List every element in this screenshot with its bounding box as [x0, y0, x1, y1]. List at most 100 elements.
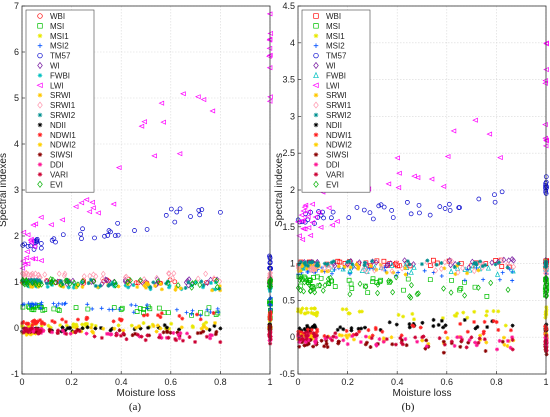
data-point — [112, 233, 118, 238]
data-point — [296, 262, 301, 267]
data-point — [52, 320, 57, 325]
data-point — [85, 325, 90, 330]
data-point — [393, 342, 398, 347]
data-point — [266, 283, 272, 290]
data-point — [321, 215, 326, 221]
data-point — [496, 327, 501, 332]
data-point — [180, 338, 185, 343]
data-point — [441, 285, 446, 292]
data-point — [466, 340, 471, 345]
data-point — [92, 334, 97, 339]
data-point — [65, 277, 70, 282]
data-point — [325, 269, 330, 274]
data-point — [158, 100, 165, 106]
data-point — [142, 283, 147, 288]
data-point — [68, 331, 73, 336]
data-point — [90, 205, 96, 211]
data-point — [20, 277, 25, 284]
legend-marker — [37, 92, 43, 98]
data-point — [42, 321, 47, 326]
data-point — [42, 307, 48, 312]
data-point — [189, 312, 194, 318]
data-point — [30, 281, 35, 286]
data-point — [174, 209, 180, 215]
data-point — [99, 325, 104, 330]
legend-marker — [37, 152, 43, 157]
data-point — [338, 325, 343, 330]
data-point — [312, 323, 317, 328]
data-point — [77, 329, 82, 334]
data-point — [115, 165, 122, 171]
data-point — [209, 108, 216, 114]
data-point — [153, 283, 158, 288]
data-point — [509, 256, 515, 263]
data-point — [341, 327, 346, 332]
data-point — [296, 263, 302, 270]
data-point — [439, 273, 444, 278]
legend-label: SIWSI — [326, 151, 349, 160]
legend-label: SRWI1 — [50, 101, 76, 110]
data-point — [268, 326, 273, 331]
data-point — [218, 209, 223, 215]
data-point — [308, 265, 314, 272]
data-point — [297, 326, 302, 331]
data-point — [426, 341, 431, 346]
data-point — [173, 287, 178, 292]
legend-marker — [313, 92, 319, 98]
data-point — [438, 265, 444, 273]
data-point — [370, 333, 375, 338]
data-point — [460, 337, 465, 342]
data-point — [79, 280, 84, 285]
data-point — [497, 277, 502, 282]
data-point — [400, 338, 405, 343]
data-point — [266, 53, 272, 59]
data-point — [119, 317, 124, 322]
data-point — [46, 323, 51, 328]
series-vari — [21, 326, 273, 346]
data-point — [441, 325, 446, 330]
data-point — [298, 212, 305, 218]
data-point — [345, 262, 351, 269]
data-point — [331, 259, 336, 264]
data-point — [299, 264, 304, 269]
data-point — [80, 226, 85, 232]
data-point — [65, 326, 70, 331]
data-point — [380, 329, 385, 334]
data-point — [370, 276, 376, 282]
data-point — [448, 289, 454, 296]
data-point — [267, 30, 274, 36]
data-point — [484, 340, 489, 345]
data-point — [125, 278, 131, 286]
data-point — [102, 233, 107, 239]
y-tick-label: 4.5 — [282, 1, 295, 11]
data-point — [201, 285, 206, 290]
data-point — [298, 275, 304, 282]
data-point — [322, 282, 328, 289]
legend-item: SRWI1 — [313, 101, 352, 110]
legend-label: SRWI1 — [326, 101, 352, 110]
data-point — [325, 334, 330, 339]
data-point — [75, 317, 80, 322]
data-point — [334, 335, 339, 340]
y-tick-label: 3.5 — [282, 75, 295, 85]
data-point — [310, 336, 315, 341]
data-point — [482, 319, 487, 324]
data-point — [357, 309, 362, 314]
data-point — [143, 338, 148, 343]
data-point — [496, 260, 501, 265]
data-point — [218, 288, 223, 293]
data-point — [166, 335, 171, 340]
data-point — [133, 303, 138, 308]
legend-marker — [313, 152, 319, 157]
data-point — [39, 327, 44, 332]
legend-item: DDI — [37, 161, 64, 170]
data-point — [213, 287, 218, 292]
data-point — [410, 323, 415, 328]
data-point — [300, 340, 305, 345]
data-point — [199, 326, 204, 331]
data-point — [465, 271, 470, 276]
data-point — [298, 268, 303, 273]
panel-label: (a) — [129, 401, 142, 413]
data-point — [442, 342, 447, 347]
data-point — [443, 330, 448, 335]
